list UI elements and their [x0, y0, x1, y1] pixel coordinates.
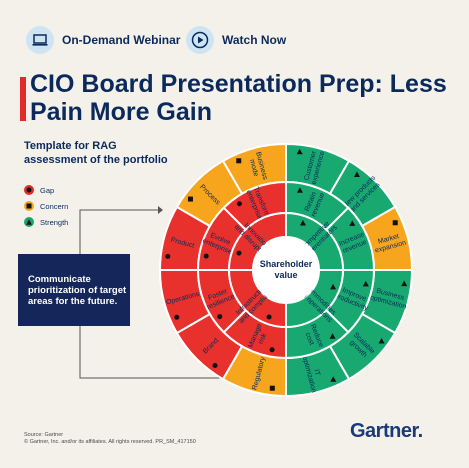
laptop-icon	[26, 26, 54, 54]
triangle-marker-icon	[353, 171, 360, 177]
legend: Gap Concern Strength	[24, 182, 68, 230]
circle-marker-icon	[174, 314, 180, 320]
circle-marker-icon	[217, 314, 223, 320]
subtitle: Template for RAG assessment of the portf…	[24, 140, 168, 166]
triangle-marker-icon	[349, 220, 356, 226]
play-icon	[186, 26, 214, 54]
connector-line	[79, 209, 158, 254]
triangle-marker-icon	[378, 337, 385, 344]
webinar-label: On-Demand Webinar	[62, 33, 181, 47]
triangle-marker-icon	[299, 219, 306, 226]
gartner-logo: Gartner.	[350, 420, 423, 442]
legend-item-concern: Concern	[24, 198, 68, 214]
center-label-line1: Shareholder	[260, 259, 313, 269]
legend-label: Strength	[40, 217, 69, 227]
connector-line	[79, 326, 226, 379]
triangle-marker-icon	[296, 148, 303, 155]
callout-box: Communicate prioritization of target are…	[18, 254, 130, 326]
square-marker-icon	[236, 158, 242, 164]
circle-icon	[24, 185, 34, 195]
circle-marker-icon	[165, 253, 171, 259]
triangle-marker-icon	[401, 280, 408, 287]
center-circle	[253, 237, 319, 303]
circle-marker-icon	[203, 253, 209, 259]
legend-label: Gap	[40, 185, 55, 195]
circle-marker-icon	[269, 347, 275, 353]
header: On-Demand Webinar Watch Now	[0, 0, 469, 88]
circle-marker-icon	[236, 250, 242, 256]
source-text: Source: Gartner	[24, 432, 64, 438]
triangle-marker-icon	[296, 187, 303, 193]
square-marker-icon	[392, 220, 398, 226]
watch-now-link[interactable]: Watch Now	[186, 26, 286, 54]
triangle-icon	[24, 217, 34, 227]
legend-item-strength: Strength	[24, 214, 68, 230]
square-marker-icon	[269, 385, 275, 391]
circle-marker-icon	[212, 363, 218, 369]
triangle-marker-icon	[330, 376, 337, 382]
webinar-link[interactable]: On-Demand Webinar	[26, 26, 180, 54]
callout-text: Communicate prioritization of target are…	[28, 273, 127, 307]
triangle-marker-icon	[329, 333, 336, 339]
circle-marker-icon	[266, 314, 272, 320]
title-accent-bar	[20, 77, 26, 121]
copyright-text: © Gartner, Inc. and/or its affiliates. A…	[24, 439, 196, 445]
legend-item-gap: Gap	[24, 182, 68, 198]
footer: Source: Gartner © Gartner, Inc. and/or i…	[24, 432, 196, 446]
triangle-marker-icon	[362, 280, 369, 287]
circle-marker-icon	[236, 201, 242, 207]
triangle-marker-icon	[330, 283, 337, 290]
square-icon	[24, 201, 34, 211]
legend-label: Concern	[40, 201, 69, 211]
page-title: CIO Board Presentation Prep: Less Pain M…	[30, 70, 447, 126]
watch-now-label: Watch Now	[222, 33, 287, 47]
center-label-line2: value	[274, 270, 297, 280]
square-marker-icon	[187, 196, 193, 202]
connector-arrow	[158, 206, 163, 214]
